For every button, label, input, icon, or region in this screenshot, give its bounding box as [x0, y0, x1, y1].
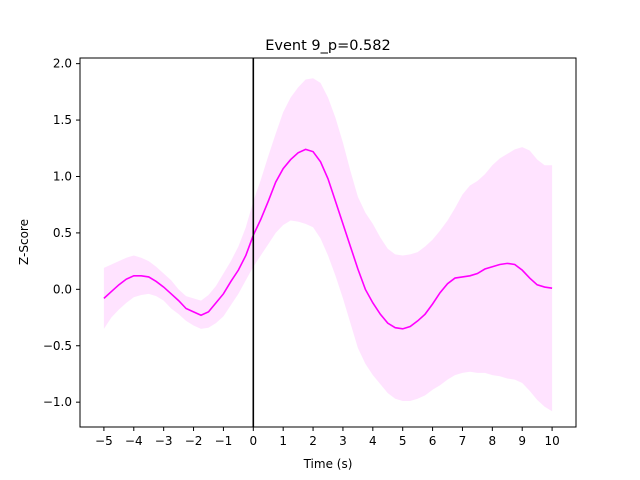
x-tick-label: −1 — [215, 434, 233, 448]
x-axis-ticks: −5 −4 −3 −2 −1 0 1 2 3 4 5 6 7 8 9 10 — [95, 427, 560, 448]
x-tick-label: −3 — [155, 434, 173, 448]
x-tick-label: 2 — [309, 434, 317, 448]
x-tick-label: 1 — [279, 434, 287, 448]
y-tick-label: −1.0 — [43, 395, 72, 409]
axes-frame — [79, 57, 577, 428]
y-axis-label: Z-Score — [17, 219, 31, 265]
x-axis-label: Time (s) — [303, 457, 353, 471]
x-tick-label: −2 — [185, 434, 203, 448]
chart-title: Event 9_p=0.582 — [265, 38, 391, 54]
y-tick-label: −0.5 — [43, 339, 72, 353]
x-tick-label: −4 — [125, 434, 143, 448]
mean-line — [103, 148, 553, 330]
x-tick-label: 7 — [459, 434, 467, 448]
x-tick-label: 3 — [339, 434, 347, 448]
x-tick-label: 6 — [429, 434, 437, 448]
x-tick-label: 5 — [399, 434, 407, 448]
x-tick-label: 9 — [518, 434, 526, 448]
y-tick-label: 0.0 — [53, 282, 72, 296]
x-tick-label: 10 — [544, 434, 559, 448]
x-tick-label: 8 — [489, 434, 497, 448]
y-tick-label: 0.5 — [53, 226, 72, 240]
confidence-band — [103, 78, 553, 412]
y-tick-label: 1.5 — [53, 113, 72, 127]
plot-area — [103, 58, 553, 427]
x-tick-label: −5 — [95, 434, 113, 448]
y-tick-label: 2.0 — [53, 57, 72, 71]
y-axis-ticks: −1.0 −0.5 0.0 0.5 1.0 1.5 2.0 — [43, 57, 80, 409]
x-tick-label: 4 — [369, 434, 377, 448]
x-tick-label: 0 — [249, 434, 257, 448]
y-tick-label: 1.0 — [53, 169, 72, 183]
